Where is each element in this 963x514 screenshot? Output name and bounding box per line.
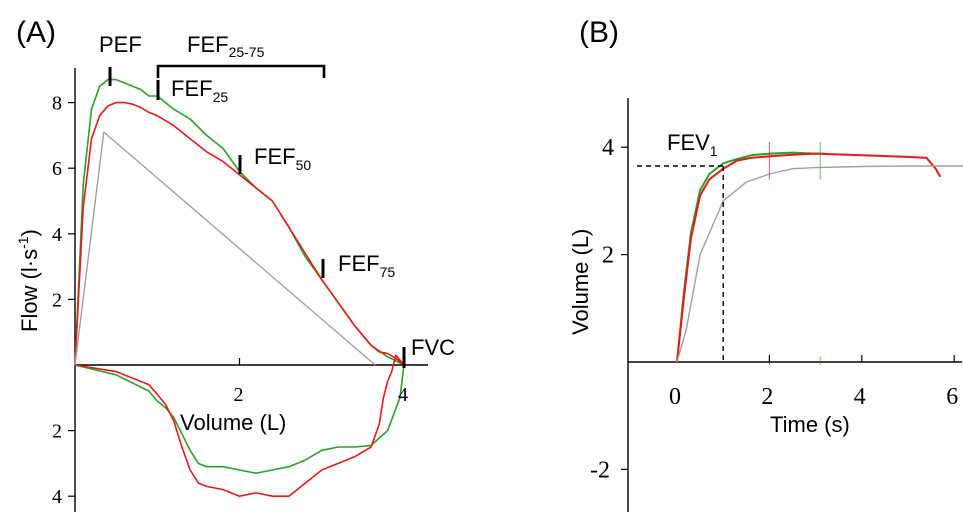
panel-b-y-label: Volume (L): [568, 229, 593, 335]
panel-a-y-label: Flow (l·s-1): [15, 229, 42, 332]
fef25-label: FEF25: [171, 76, 228, 105]
fef25-label-sub: 25: [213, 89, 229, 105]
panel-b-series-gray-2: [676, 165, 963, 363]
volume-time-chart: 0 2 4 6 4 2 -2 Time (s) Volume (L) FEV1: [568, 98, 963, 512]
panel-a-y-label-sup: -1: [15, 236, 31, 249]
fef50-label-base: FEF: [254, 144, 296, 169]
fef50-label-sub: 50: [296, 157, 312, 173]
panel-b-y-tick-label: 2: [602, 243, 614, 269]
panel-a-series-green-0: [74, 78, 405, 366]
panel-a-y-tick-label: 2: [52, 421, 62, 443]
panel-a-x-tick-label: 4: [398, 384, 408, 406]
fev1-label: FEV1: [667, 130, 718, 159]
panel-b-x-tick-label: 4: [854, 384, 866, 410]
panel-b-x-tick-label: 2: [761, 384, 773, 410]
panel-b-x-tick-label: 6: [946, 384, 958, 410]
fev1-label-sub: 1: [710, 143, 718, 159]
panel-a-ticks-group: 2 4 8 6 4 2 2 4: [52, 93, 408, 509]
fev1-guides: [637, 165, 724, 362]
panel-b-series-red-1: [676, 152, 942, 363]
panel-a-series-red-4: [74, 354, 405, 498]
panel-a-y-tick-label: 6: [52, 158, 62, 180]
panel-b-ticks-group: 0 2 4 6 4 2 -2: [590, 135, 958, 483]
panel-a-y-label-tail: ): [17, 229, 42, 236]
fef2575-label-base: FEF: [187, 32, 229, 57]
panel-a-y-tick-label: 8: [52, 93, 62, 115]
fvc-label: FVC: [411, 335, 455, 360]
panel-a-x-label: Volume (L): [180, 410, 286, 435]
fef2575-bracket: [156, 64, 326, 78]
flow-volume-chart: 2 4 8 6 4 2 2 4 Volume (L) Flow (l·s-1) PEF FEF…: [15, 32, 455, 512]
panel-a-label: (A): [16, 16, 56, 49]
panel-b-y-tick-label: -2: [590, 457, 610, 483]
panel-b-x-label: Time (s): [770, 412, 850, 437]
panel-b-series-group: [676, 141, 963, 365]
panel-a-y-tick-label: 2: [52, 289, 62, 311]
panel-a-series-red-1: [74, 101, 405, 366]
panel-a-series-green-3: [74, 364, 405, 475]
fef50-label: FEF50: [254, 144, 311, 173]
fef2575-label-sub: 25-75: [229, 44, 265, 60]
panel-a-x-tick-label: 2: [234, 384, 244, 406]
panel-a-y-label-text: Flow (l·s: [17, 249, 42, 332]
pef-label: PEF: [99, 32, 142, 57]
panel-a-y-tick-label: 4: [52, 486, 62, 508]
panel-b-y-tick-label: 4: [602, 135, 614, 161]
fef75-label-sub: 75: [380, 264, 396, 280]
fef2575-label: FEF25-75: [187, 32, 265, 60]
fev1-label-base: FEV: [667, 130, 710, 155]
panel-a-y-tick-label: 4: [52, 224, 62, 246]
fef25-label-base: FEF: [171, 76, 213, 101]
fef75-label-base: FEF: [338, 251, 380, 276]
panel-b-label: (B): [579, 16, 619, 49]
fef75-label: FEF75: [338, 251, 395, 280]
panel-a-series-gray-2: [74, 131, 376, 366]
panel-b-x-tick-label: 0: [669, 384, 681, 410]
